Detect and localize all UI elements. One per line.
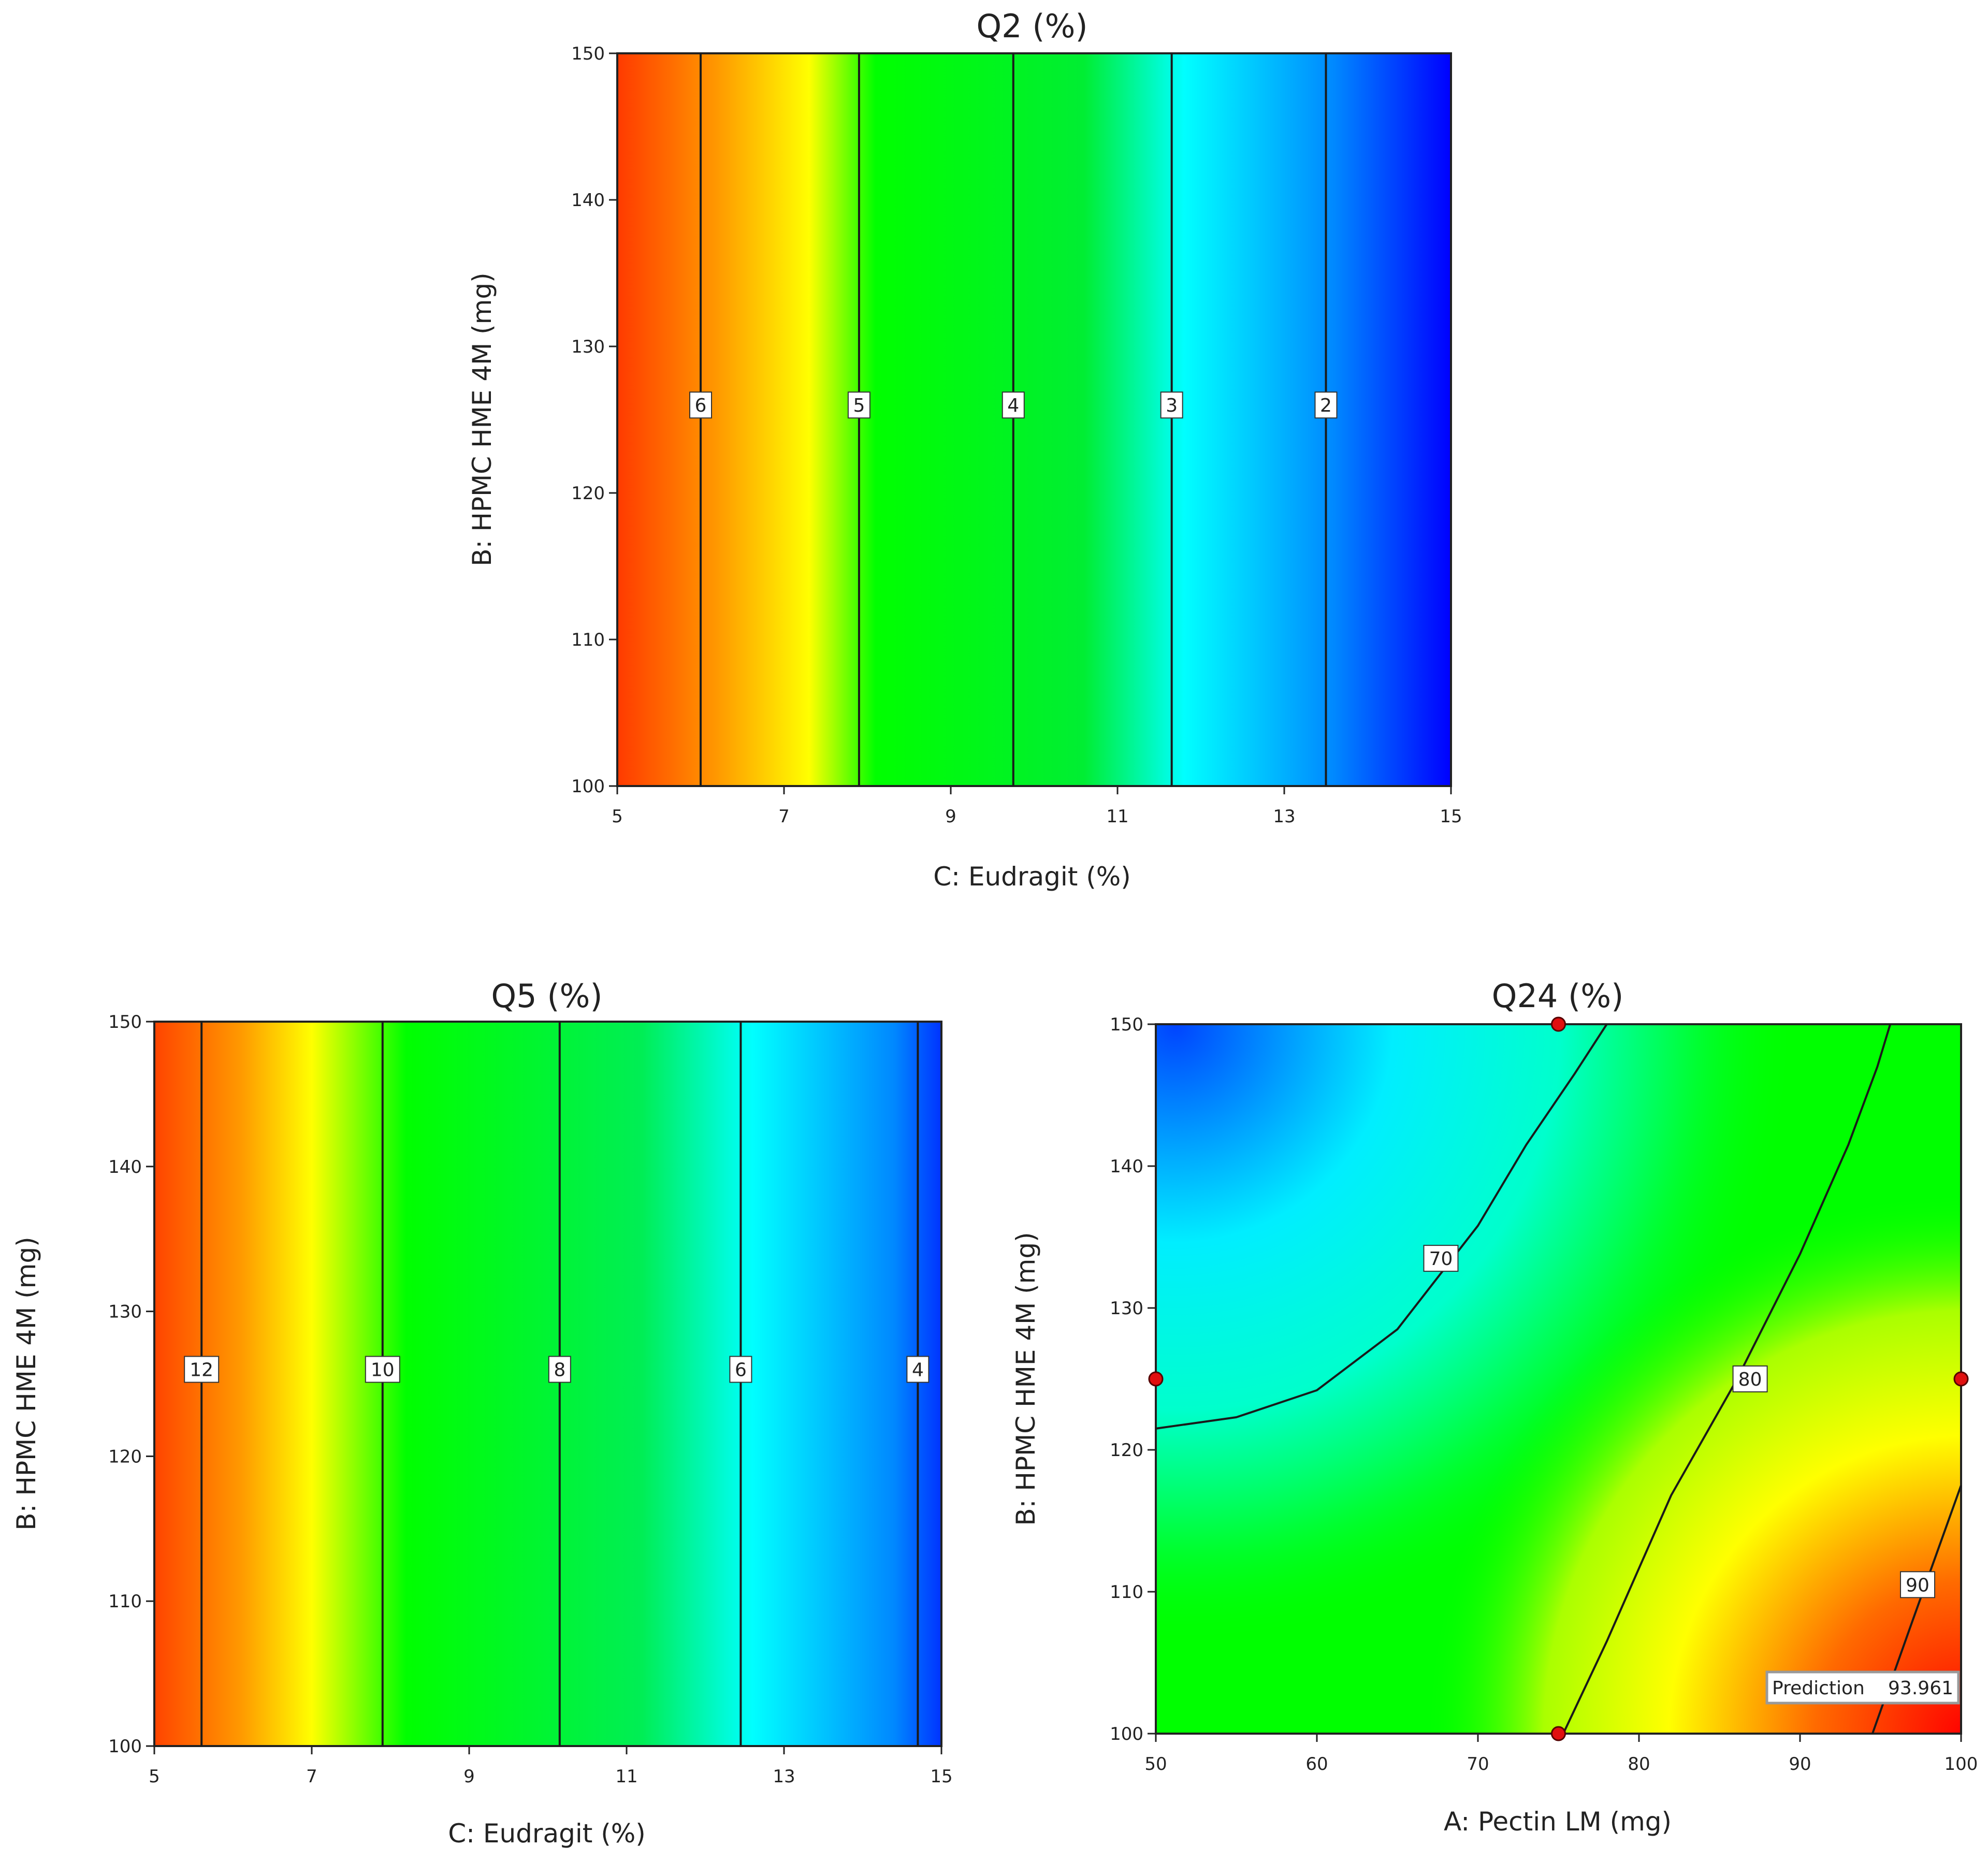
q2-contour-label-box	[1002, 391, 1025, 419]
q24-contour-label-box	[1900, 1571, 1936, 1598]
q2-y-tick-label: 150	[571, 43, 605, 64]
q2-x-axis-label: C: Eudragit (%)	[933, 862, 1131, 892]
q5-chart: Q5 (%) 12 10 8 6 4 5 7 9 11 13 15 100 110 120 130 140…	[11, 977, 953, 1849]
q24-design-point	[1551, 1726, 1566, 1741]
q24-contour-line	[1155, 1023, 1608, 1430]
q24-contour-label: 80	[1738, 1369, 1762, 1390]
q5-x-tick-label: 5	[149, 1766, 160, 1787]
q2-y-tick-label: 100	[571, 776, 605, 797]
q2-y-tick-label: 110	[571, 630, 605, 650]
q5-x-tick-label: 11	[615, 1766, 637, 1787]
q24-design-point	[1148, 1371, 1164, 1387]
q2-title: Q2 (%)	[976, 7, 1087, 45]
q24-prediction-value: 93.961	[1888, 1678, 1953, 1699]
q2-x-tick-label: 15	[1440, 806, 1462, 827]
q2-x-tick-label: 11	[1106, 806, 1128, 827]
q2-chart: Q2 (%) 6 5 4 3 2 5 7 9 11 13 15 100 110 120 130 140 15…	[467, 7, 1462, 892]
q5-y-tick-label: 150	[108, 1012, 142, 1033]
q5-x-tick-label: 13	[773, 1766, 795, 1787]
q5-y-tick-label: 130	[108, 1302, 142, 1322]
q5-contour-label-box	[729, 1356, 752, 1383]
q24-chart: Q24 (%) 70 80 90 50 60 70 80 90 100 100 110 120 13…	[1011, 977, 1978, 1837]
q24-y-tick-label: 110	[1110, 1582, 1143, 1603]
q2-contour-label: 4	[1007, 395, 1019, 416]
q5-title: Q5 (%)	[491, 977, 602, 1015]
q24-x-tick-label: 50	[1144, 1754, 1167, 1775]
q24-x-tick-label: 60	[1305, 1754, 1328, 1775]
q24-design-point	[1551, 1016, 1566, 1032]
q5-contour-label-box	[906, 1356, 930, 1383]
q2-y-tick-label: 130	[571, 337, 605, 357]
q24-x-tick-label: 80	[1628, 1754, 1650, 1775]
q2-contour-label-box	[689, 391, 712, 419]
q24-design-point	[1953, 1371, 1969, 1387]
q5-contour-label: 12	[190, 1360, 213, 1381]
q5-contour-label: 8	[554, 1360, 565, 1381]
q5-contour-label: 6	[735, 1360, 747, 1381]
q5-x-tick-label: 15	[930, 1766, 952, 1787]
q24-x-tick-label: 90	[1789, 1754, 1811, 1775]
q5-contour-label-box	[548, 1356, 571, 1383]
q5-y-tick-label: 120	[108, 1446, 142, 1467]
q2-x-tick-label: 9	[945, 806, 956, 827]
q24-y-tick-label: 120	[1110, 1440, 1143, 1461]
q2-plot-area	[616, 52, 1452, 787]
q24-contour-label-box	[1423, 1245, 1459, 1272]
q24-prediction-label: Prediction	[1772, 1678, 1865, 1699]
q24-x-tick-label: 100	[1945, 1754, 1978, 1775]
q24-contour-label-box	[1732, 1365, 1768, 1392]
q24-y-tick-label: 150	[1110, 1014, 1143, 1035]
q2-x-tick-label: 13	[1273, 806, 1295, 827]
q2-contour-label: 2	[1320, 395, 1332, 416]
q2-x-tick-label: 7	[778, 806, 790, 827]
q5-y-tick-label: 140	[108, 1157, 142, 1177]
q5-y-tick-label: 110	[108, 1591, 142, 1612]
q2-x-tick-label: 5	[612, 806, 623, 827]
q24-title: Q24 (%)	[1492, 977, 1624, 1015]
q24-contour-line	[1562, 1024, 1892, 1734]
q2-contour-label: 3	[1166, 395, 1178, 416]
q5-y-axis-label: B: HPMC HME 4M (mg)	[11, 1237, 41, 1530]
q5-contour-label-box	[184, 1356, 220, 1383]
q24-contour-label: 90	[1906, 1575, 1929, 1596]
q2-y-tick-label: 140	[571, 190, 605, 211]
q5-x-tick-label: 9	[463, 1766, 475, 1787]
q2-contour-label: 6	[695, 395, 707, 416]
q24-x-tick-label: 70	[1467, 1754, 1489, 1775]
q2-contour-label-box	[847, 391, 870, 419]
q5-x-tick-label: 7	[306, 1766, 317, 1787]
q24-y-tick-label: 130	[1110, 1298, 1143, 1319]
q24-prediction-flag: Prediction 93.961	[1765, 1670, 1960, 1705]
q24-contour-label: 70	[1429, 1248, 1453, 1270]
q2-contour-label-box	[1314, 391, 1338, 419]
q24-y-axis-label: B: HPMC HME 4M (mg)	[1011, 1232, 1041, 1525]
q24-x-axis-label: A: Pectin LM (mg)	[1444, 1807, 1672, 1837]
q24-y-tick-label: 100	[1110, 1724, 1143, 1744]
q5-contour-label: 4	[912, 1360, 924, 1381]
q5-y-tick-label: 100	[108, 1736, 142, 1757]
q2-contour-label-box	[1160, 391, 1183, 419]
q5-plot-area	[153, 1021, 942, 1747]
q5-x-axis-label: C: Eudragit (%)	[448, 1819, 646, 1849]
q5-contour-label-box	[365, 1356, 400, 1383]
q24-y-tick-label: 140	[1110, 1156, 1143, 1177]
q2-contour-label: 5	[853, 395, 865, 416]
q2-y-axis-label: B: HPMC HME 4M (mg)	[467, 272, 497, 566]
q24-high-region	[1156, 1024, 1961, 1734]
q2-y-tick-label: 120	[571, 483, 605, 504]
q5-contour-label: 10	[371, 1360, 395, 1381]
